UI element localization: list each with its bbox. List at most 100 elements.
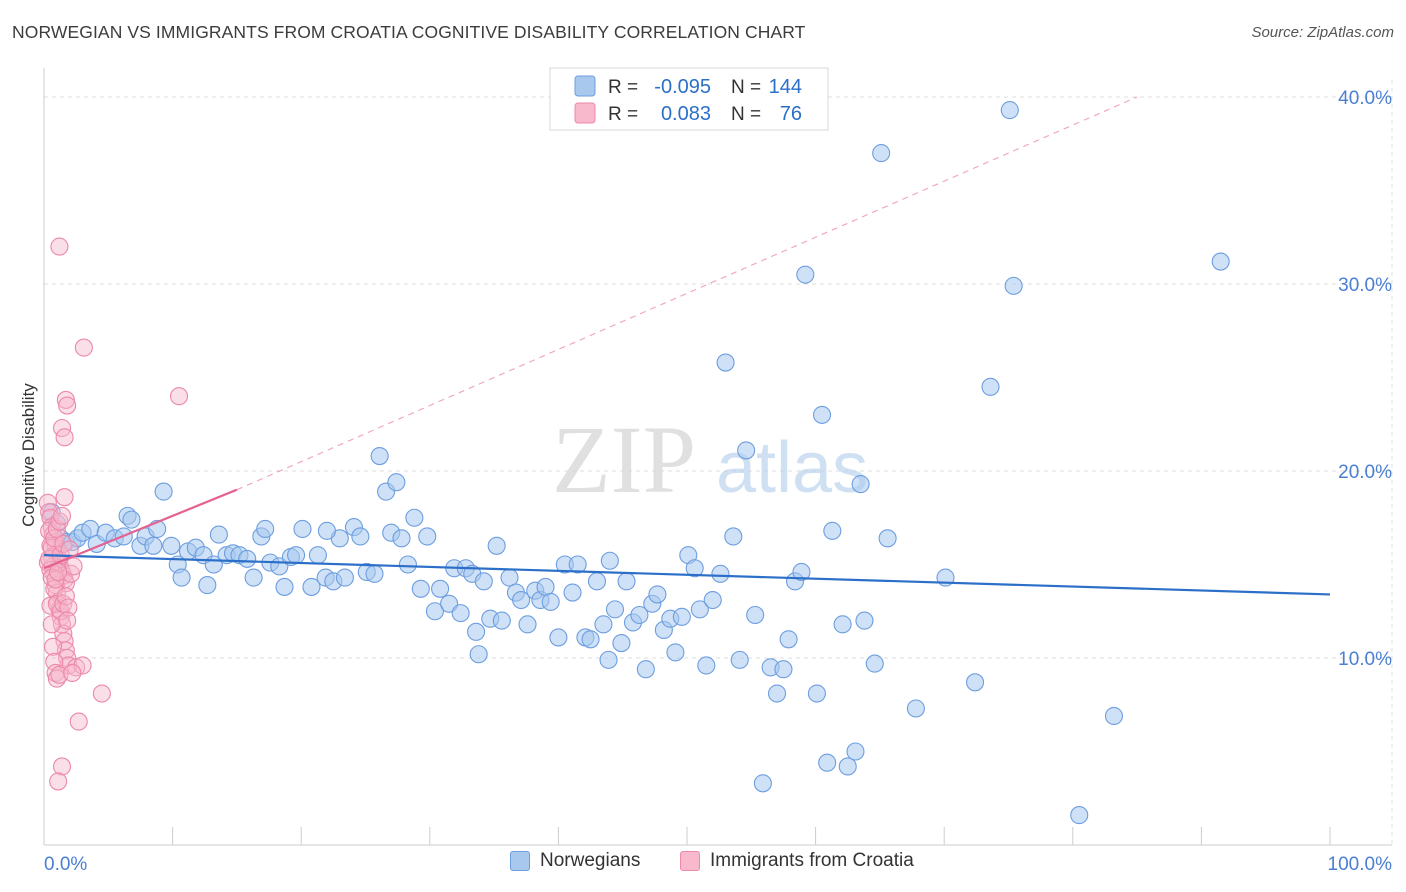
point-norwegians-120 (807, 684, 826, 703)
point-norwegians-85 (581, 630, 600, 649)
point-norwegians-127 (851, 475, 870, 494)
point-croatia-43 (56, 390, 75, 409)
point-norwegians-109 (730, 650, 749, 669)
point-norwegians-104 (697, 656, 716, 675)
legend-item-croatia[interactable]: Immigrants from Croatia (680, 850, 914, 872)
point-croatia-71 (46, 570, 65, 589)
point-norwegians-119 (796, 265, 815, 284)
trend-lines (43, 96, 1331, 596)
point-norwegians-111 (746, 605, 765, 625)
point-croatia-67 (55, 488, 74, 507)
trend-line-croatia-extension (236, 96, 1138, 491)
point-norwegians-41 (302, 577, 321, 596)
point-norwegians-86 (587, 572, 607, 591)
point-norwegians-34 (256, 519, 275, 539)
point-norwegians-39 (287, 546, 306, 565)
point-norwegians-143 (317, 521, 336, 540)
trend-line-norwegians (43, 554, 1331, 596)
axes (43, 68, 1392, 846)
point-norwegians-71 (492, 611, 511, 630)
stats-legend-n-value-2: 76 (780, 103, 802, 125)
x-tick-label-max: 100.0% (1328, 854, 1393, 875)
point-norwegians-96 (648, 585, 667, 604)
point-croatia-69 (63, 663, 82, 683)
point-norwegians-103 (690, 600, 709, 619)
point-croatia-38 (52, 757, 72, 776)
point-norwegians-139 (1104, 706, 1124, 726)
watermark: ZIP atlas (552, 406, 868, 513)
point-norwegians-128 (855, 611, 874, 630)
point-croatia-0 (38, 493, 57, 512)
point-norwegians-68 (474, 572, 493, 591)
bottom-legend: Norwegians Immigrants from Croatia (0, 850, 1406, 878)
point-norwegians-132 (906, 699, 925, 718)
point-norwegians-116 (779, 630, 798, 649)
point-norwegians-131 (878, 529, 897, 548)
point-norwegians-118 (792, 562, 811, 582)
stats-legend-n-label-2: N = (731, 104, 761, 125)
point-norwegians-121 (812, 405, 832, 424)
point-norwegians-40 (293, 519, 312, 539)
point-norwegians-58 (411, 579, 430, 598)
point-croatia-49 (92, 684, 111, 703)
point-norwegians-115 (774, 660, 793, 679)
point-norwegians-122 (818, 753, 837, 772)
legend-swatch-croatia (680, 851, 700, 871)
stats-legend-swatch-pink (574, 102, 596, 124)
point-norwegians-140 (1211, 252, 1230, 271)
y-tick-label-0: 10.0% (1338, 649, 1392, 670)
chart-title: NORWEGIAN VS IMMIGRANTS FROM CROATIA COG… (12, 22, 806, 42)
point-croatia-44 (58, 396, 77, 415)
series-croatia (38, 237, 189, 791)
point-norwegians-46 (335, 568, 354, 587)
point-norwegians-142 (600, 551, 619, 570)
point-croatia-33 (43, 637, 63, 656)
point-croatia-57 (56, 587, 75, 606)
point-norwegians-107 (716, 353, 735, 372)
point-croatia-45 (74, 338, 93, 357)
point-norwegians-126 (846, 742, 865, 761)
tick-labels: 10.0% 20.0% 30.0% 40.0% 0.0% 100.0% (44, 88, 1392, 875)
point-norwegians-48 (351, 527, 370, 546)
point-norwegians-18 (154, 482, 173, 501)
point-croatia-48 (69, 712, 88, 731)
point-norwegians-93 (630, 605, 649, 625)
point-norwegians-89 (605, 600, 625, 619)
point-norwegians-55 (392, 529, 411, 548)
point-norwegians-102 (685, 559, 704, 578)
point-norwegians-75 (518, 615, 537, 634)
point-norwegians-82 (563, 583, 582, 602)
point-norwegians-64 (451, 604, 470, 623)
point-norwegians-100 (672, 607, 691, 626)
stats-legend-r-value-1: -0.095 (654, 76, 711, 98)
point-norwegians-138 (1070, 806, 1089, 825)
stats-legend-n-label-1: N = (731, 77, 761, 98)
point-norwegians-110 (737, 441, 756, 460)
point-norwegians-114 (767, 684, 787, 703)
stats-legend-r-label-1: R = (608, 77, 638, 98)
point-norwegians-59 (418, 527, 437, 546)
y-axis-label: Cognitive Disability (19, 383, 38, 527)
point-norwegians-91 (617, 572, 636, 591)
point-norwegians-74 (512, 590, 531, 610)
point-croatia-68 (73, 656, 92, 675)
point-norwegians-135 (981, 377, 1000, 396)
point-norwegians-136 (1000, 101, 1019, 120)
point-norwegians-60 (425, 602, 444, 621)
point-norwegians-54 (387, 473, 406, 492)
stats-legend-r-label-2: R = (608, 104, 638, 125)
point-norwegians-27 (209, 525, 228, 544)
point-norwegians-90 (612, 633, 631, 653)
legend-item-norwegians[interactable]: Norwegians (510, 850, 640, 872)
point-norwegians-42 (308, 546, 327, 565)
point-norwegians-61 (431, 579, 450, 598)
point-norwegians-80 (549, 628, 568, 647)
point-norwegians-67 (469, 645, 488, 664)
legend-swatch-norwegians (510, 851, 530, 871)
point-norwegians-32 (244, 568, 263, 587)
point-norwegians-108 (724, 527, 743, 546)
point-norwegians-21 (172, 568, 191, 587)
point-norwegians-16 (144, 536, 163, 555)
point-norwegians-25 (198, 576, 217, 595)
